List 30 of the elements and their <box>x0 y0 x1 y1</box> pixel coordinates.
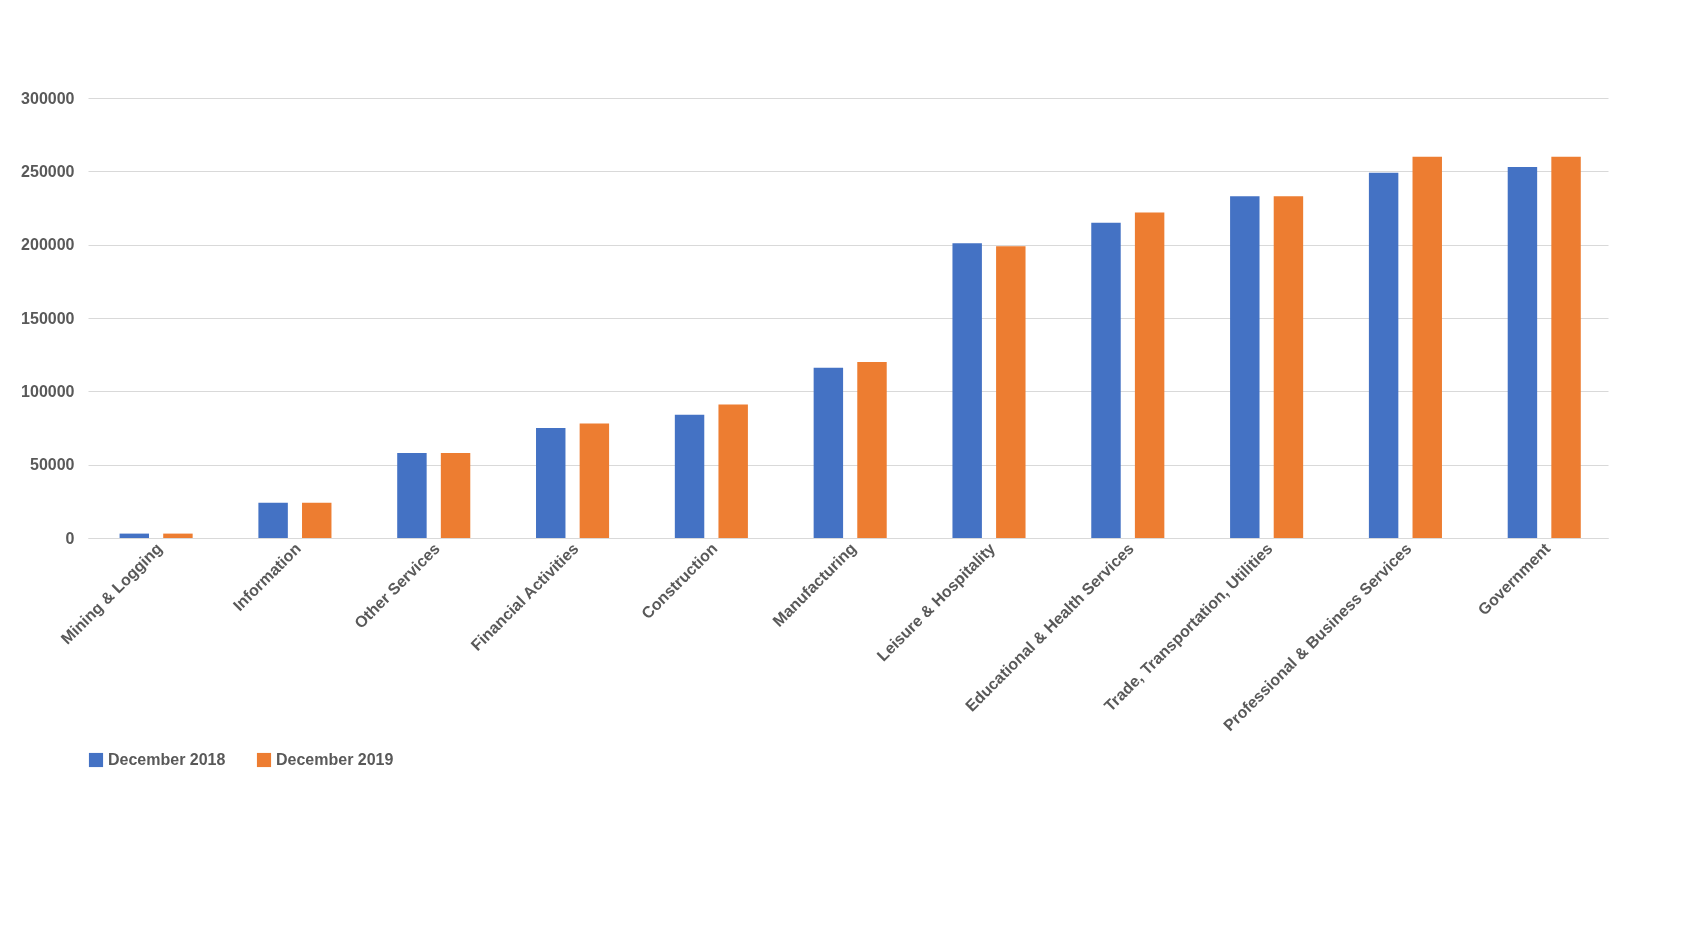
bar <box>813 367 844 538</box>
bar <box>1134 212 1165 538</box>
bar <box>258 502 288 538</box>
y-tick-label: 0 <box>65 529 75 547</box>
y-tick-label: 300000 <box>21 89 75 107</box>
y-tick-label: 100000 <box>21 382 75 400</box>
bar <box>536 428 566 538</box>
bar <box>1091 222 1121 538</box>
y-tick-label: 250000 <box>21 162 75 180</box>
y-tick-label: 200000 <box>21 236 75 254</box>
bar <box>1273 196 1304 538</box>
bar <box>1507 166 1538 538</box>
bar <box>440 452 471 538</box>
bar <box>1551 156 1581 538</box>
y-tick-label: 50000 <box>30 456 75 474</box>
y-tick-label: 150000 <box>21 309 75 327</box>
bar <box>302 502 332 538</box>
bar <box>952 243 982 538</box>
bar <box>1368 172 1399 538</box>
bar <box>718 404 748 538</box>
bar <box>397 452 427 538</box>
bar <box>579 423 610 538</box>
legend-label: December 2018 <box>108 751 226 768</box>
bar <box>163 533 193 538</box>
bar <box>1230 196 1260 538</box>
bar <box>857 362 887 538</box>
bar <box>996 246 1026 538</box>
bar <box>1412 156 1442 538</box>
bar <box>674 414 705 538</box>
legend-label: December 2019 <box>276 751 394 768</box>
